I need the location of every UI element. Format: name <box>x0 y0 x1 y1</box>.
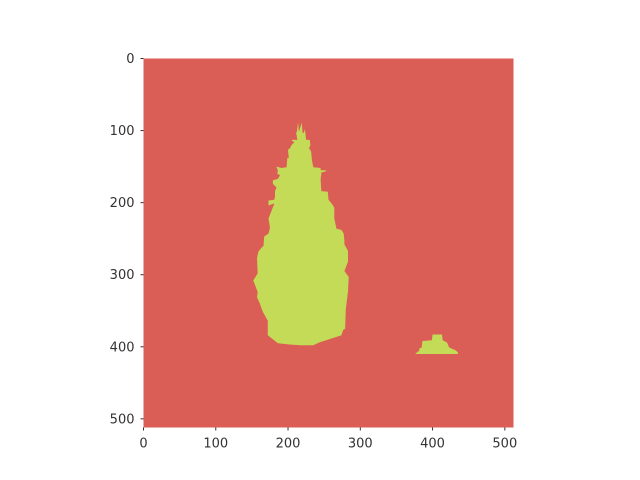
y-tick-label: 100 <box>110 124 135 139</box>
x-axis: 0 100 200 300 400 500 <box>139 427 517 452</box>
x-tick-label: 300 <box>348 437 373 452</box>
x-tick-label: 100 <box>203 437 228 452</box>
x-tick-label: 200 <box>276 437 301 452</box>
y-tick-label: 0 <box>126 52 134 67</box>
y-axis: 0 100 200 300 400 500 <box>110 52 144 427</box>
segment-region-1 <box>253 122 349 346</box>
y-tick-label: 300 <box>110 268 135 283</box>
object-class-regions <box>253 122 458 354</box>
segment-region-2 <box>415 334 458 354</box>
y-tick-label: 500 <box>110 412 135 427</box>
y-tick-label: 400 <box>110 340 135 355</box>
x-tick-label: 400 <box>420 437 445 452</box>
x-tick-label: 0 <box>139 437 147 452</box>
y-tick-label: 200 <box>110 196 135 211</box>
x-tick-label: 500 <box>492 437 517 452</box>
